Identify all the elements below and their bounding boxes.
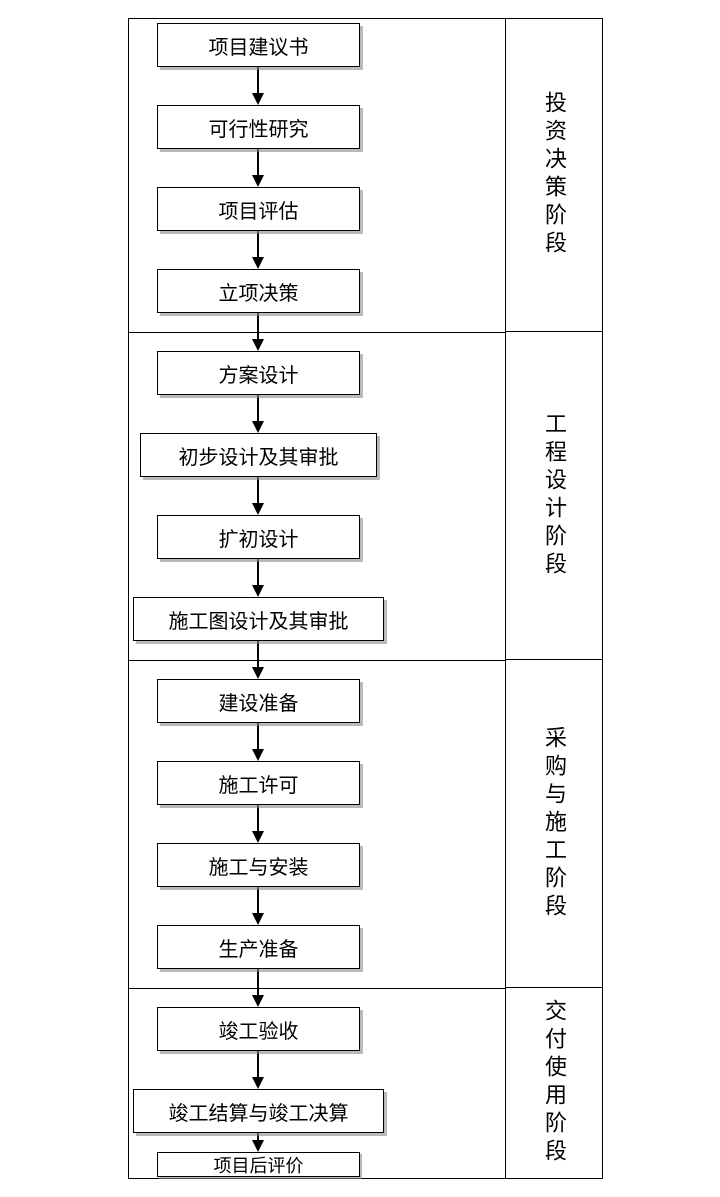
phase-label: 投资决策阶段 <box>538 91 570 259</box>
arrow-line <box>257 641 259 668</box>
arrow-line <box>257 395 259 422</box>
arrow-line <box>257 231 259 258</box>
arrow-line <box>257 149 259 176</box>
arrow-head-icon <box>252 831 264 843</box>
flowchart-container: 投资决策阶段工程设计阶段采购与施工阶段交付使用阶段 项目建议书可行性研究项目评估立… <box>0 0 720 1197</box>
arrow-line <box>257 67 259 94</box>
arrow-line <box>257 887 259 914</box>
flow-node-n10: 施工许可 <box>157 761 360 805</box>
flow-node-n6: 初步设计及其审批 <box>140 433 377 477</box>
phase-cell-p2: 工程设计阶段 <box>505 332 603 660</box>
flow-node-n1: 项目建议书 <box>157 23 360 67</box>
flow-node-n4: 立项决策 <box>157 269 360 313</box>
arrow-head-icon <box>252 995 264 1007</box>
flow-node-n5: 方案设计 <box>157 351 360 395</box>
flow-node-n13: 竣工验收 <box>157 1007 360 1051</box>
phase-divider <box>128 660 506 661</box>
flow-node-n15: 项目后评价 <box>157 1152 360 1177</box>
arrow-line <box>257 313 259 340</box>
flow-node-n8: 施工图设计及其审批 <box>133 597 384 641</box>
flow-node-n7: 扩初设计 <box>157 515 360 559</box>
arrow-line <box>257 477 259 504</box>
flow-node-n9: 建设准备 <box>157 679 360 723</box>
arrow-head-icon <box>252 503 264 515</box>
arrow-head-icon <box>252 93 264 105</box>
phase-divider <box>128 332 506 333</box>
outer-bottom-border <box>128 1178 506 1179</box>
flow-node-n3: 项目评估 <box>157 187 360 231</box>
outer-left-border <box>128 18 129 1179</box>
arrow-line <box>257 1051 259 1078</box>
arrow-head-icon <box>252 1140 264 1152</box>
flow-node-n14: 竣工结算与竣工决算 <box>133 1089 384 1133</box>
arrow-line <box>257 969 259 996</box>
arrow-line <box>257 805 259 832</box>
phase-cell-p3: 采购与施工阶段 <box>505 660 603 988</box>
arrow-head-icon <box>252 585 264 597</box>
phase-label: 采购与施工阶段 <box>538 726 570 922</box>
arrow-head-icon <box>252 749 264 761</box>
arrow-head-icon <box>252 667 264 679</box>
flow-node-n2: 可行性研究 <box>157 105 360 149</box>
arrow-head-icon <box>252 175 264 187</box>
phase-divider <box>128 988 506 989</box>
phase-cell-p1: 投资决策阶段 <box>505 18 603 332</box>
phase-label: 交付使用阶段 <box>538 999 570 1167</box>
phase-divider <box>128 18 506 19</box>
arrow-head-icon <box>252 421 264 433</box>
arrow-line <box>257 723 259 750</box>
arrow-head-icon <box>252 257 264 269</box>
flow-node-n12: 生产准备 <box>157 925 360 969</box>
phase-label: 工程设计阶段 <box>538 412 570 580</box>
arrow-head-icon <box>252 339 264 351</box>
phase-cell-p4: 交付使用阶段 <box>505 988 603 1179</box>
arrow-head-icon <box>252 913 264 925</box>
arrow-line <box>257 559 259 586</box>
flow-node-n11: 施工与安装 <box>157 843 360 887</box>
arrow-head-icon <box>252 1077 264 1089</box>
